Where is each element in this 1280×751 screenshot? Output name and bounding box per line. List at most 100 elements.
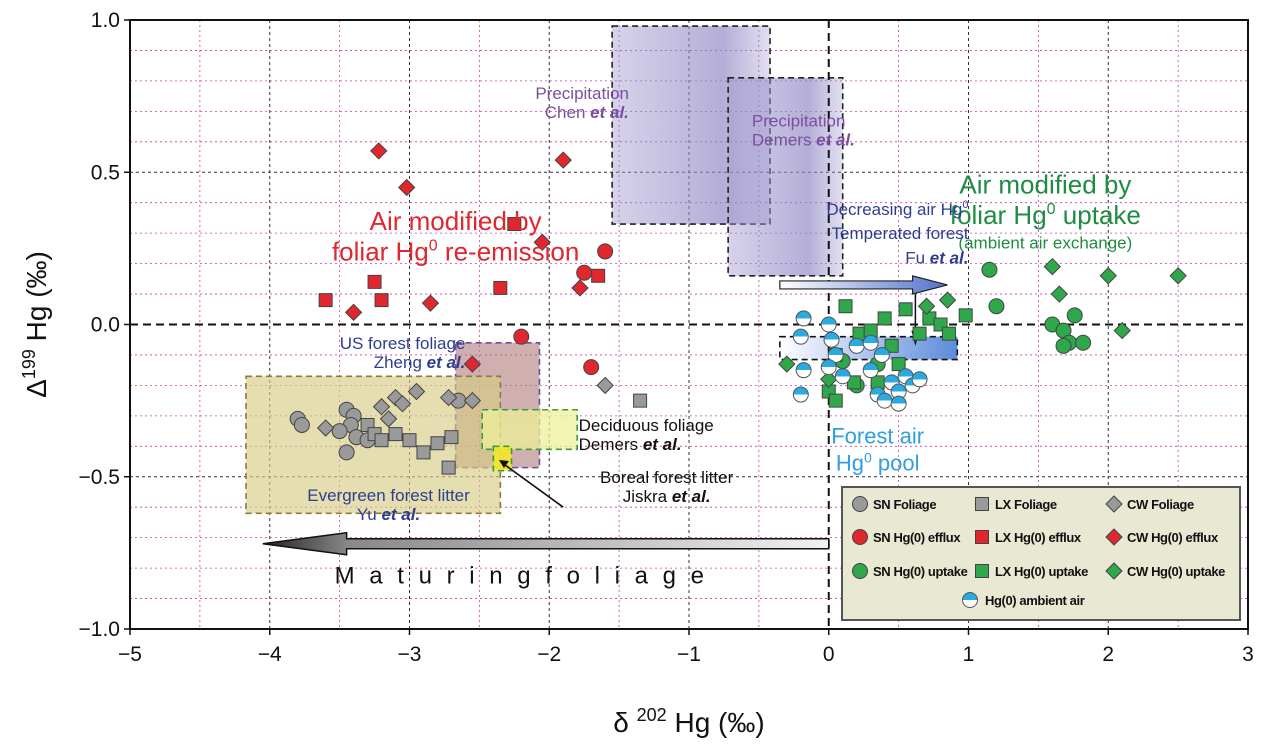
point-lx-hg-0-efflux xyxy=(591,268,606,283)
point-sn-hg-0-efflux xyxy=(852,529,868,545)
legend-item: SN Foliage xyxy=(852,496,937,512)
x-tick-label: −4 xyxy=(258,643,282,666)
uptake-line2: foliar Hg0 uptake xyxy=(950,200,1141,230)
point-hg-0-ambient-air xyxy=(890,395,907,412)
legend-label: CW Hg(0) efflux xyxy=(1127,530,1219,545)
region-boreal-ref: Jiskra et al. xyxy=(623,487,711,506)
point-lx-hg-0-uptake xyxy=(898,302,913,317)
point-sn-hg-0-efflux xyxy=(513,328,530,345)
x-tick-label: −3 xyxy=(398,643,422,666)
boreal-pointer-line xyxy=(504,463,564,508)
point-hg-0-ambient-air xyxy=(873,346,890,363)
region-demers-precip-label: Precipitation xyxy=(752,112,846,131)
point-cw-hg-0-efflux xyxy=(421,294,440,312)
point-sn-foliage xyxy=(331,423,348,440)
point-cw-foliage xyxy=(407,382,426,401)
legend-label: LX Foliage xyxy=(995,497,1057,512)
point-cw-hg-0-efflux xyxy=(370,142,388,160)
legend-item: LX Hg(0) efflux xyxy=(975,530,1082,545)
point-hg-0-ambient-air xyxy=(792,328,809,345)
point-lx-hg-0-efflux xyxy=(493,280,508,295)
point-hg-0-ambient-air xyxy=(820,316,837,333)
point-lx-foliage xyxy=(444,430,459,445)
legend-label: Hg(0) ambient air xyxy=(985,593,1085,608)
y-tick-label: −1.0 xyxy=(79,618,120,641)
legend-label: SN Hg(0) uptake xyxy=(873,564,968,579)
point-lx-hg-0-efflux xyxy=(975,530,989,544)
maturing-foliage-label: M a t u r i n g f o l i a g e xyxy=(335,562,708,589)
y-tick-label: −0.5 xyxy=(79,466,120,489)
x-axis-title: δ 202 Hg (‰) xyxy=(613,705,764,738)
point-lx-hg-0-uptake xyxy=(838,299,853,314)
region-deciduous-label: Deciduous foliage xyxy=(579,416,714,435)
point-cw-hg-0-uptake xyxy=(778,355,796,373)
point-lx-hg-0-efflux xyxy=(374,293,389,308)
point-hg-0-ambient-air xyxy=(823,331,840,348)
point-cw-foliage xyxy=(439,388,458,407)
point-sn-foliage xyxy=(293,416,310,433)
data-points xyxy=(289,142,1187,475)
point-cw-hg-0-uptake xyxy=(917,297,936,315)
point-hg-0-ambient-air xyxy=(876,392,893,409)
region-zheng-label: US forest foliage xyxy=(340,334,466,353)
x-tick-label: −1 xyxy=(677,643,701,666)
point-sn-hg-0-uptake xyxy=(981,261,998,278)
point-hg-0-ambient-air xyxy=(911,371,928,388)
point-cw-hg-0-efflux xyxy=(1105,528,1123,546)
re-emission-line1: Air modified by xyxy=(370,206,542,236)
legend-label: LX Hg(0) efflux xyxy=(995,530,1082,545)
boreal-pointer-head xyxy=(498,460,509,469)
point-cw-hg-0-uptake xyxy=(1050,285,1069,303)
point-lx-hg-0-efflux xyxy=(318,293,333,308)
legend-item: CW Foliage xyxy=(1105,495,1194,513)
point-lx-foliage xyxy=(975,497,989,511)
point-cw-hg-0-efflux xyxy=(533,233,551,251)
forest-air-line1: Forest air xyxy=(831,423,924,448)
point-lx-hg-0-uptake xyxy=(912,326,927,341)
uptake-line3: (ambient air exchange) xyxy=(958,233,1132,252)
point-lx-foliage xyxy=(402,433,417,448)
region-demers-precip-ref: Demers et al. xyxy=(752,131,855,150)
y-tick-label: 0.5 xyxy=(91,161,120,184)
legend-label: SN Foliage xyxy=(873,497,936,512)
region-1 xyxy=(727,77,844,277)
point-sn-hg-0-efflux xyxy=(597,243,614,260)
point-lx-hg-0-uptake xyxy=(975,564,989,578)
legend: SN Foliage LX Foliage CW Foliage SN Hg(0) e… xyxy=(841,486,1241,621)
point-hg-0-ambient-air xyxy=(962,592,978,608)
point-cw-hg-0-uptake xyxy=(1169,267,1187,285)
x-tick-label: 2 xyxy=(1102,643,1114,666)
point-lx-foliage xyxy=(416,445,431,460)
region-yu-label: Evergreen forest litter xyxy=(307,486,470,505)
point-sn-hg-0-uptake xyxy=(988,298,1005,315)
region-deciduous-ref: Demers et al. xyxy=(579,435,682,454)
axes: −5 −4 −3 −2 −1 0 1 2 3 1.0 0.5 0.0 −0.5 −1.0 δ 202 Hg … xyxy=(19,9,1254,738)
point-cw-hg-0-efflux xyxy=(571,279,589,297)
point-hg-0-ambient-air xyxy=(820,359,837,376)
point-cw-foliage xyxy=(596,376,614,395)
point-hg-0-ambient-air xyxy=(862,334,879,351)
point-hg-0-ambient-air xyxy=(795,310,812,327)
point-cw-hg-0-uptake xyxy=(1043,257,1062,276)
point-sn-hg-0-uptake xyxy=(1075,334,1092,351)
point-sn-hg-0-uptake xyxy=(1066,307,1083,324)
point-hg-0-ambient-air xyxy=(848,337,865,354)
legend-label: LX Hg(0) uptake xyxy=(995,564,1088,579)
point-hg-0-ambient-air xyxy=(827,346,844,363)
point-lx-hg-0-uptake xyxy=(941,326,956,341)
point-hg-0-ambient-air xyxy=(795,362,812,379)
x-tick-label: 3 xyxy=(1242,643,1254,666)
point-lx-hg-0-uptake xyxy=(891,357,906,372)
point-sn-foliage xyxy=(852,496,868,512)
legend-label: CW Foliage xyxy=(1127,497,1194,512)
point-hg-0-ambient-air xyxy=(792,386,809,403)
x-tick-label: −2 xyxy=(537,643,561,666)
y-tick-label: 0.0 xyxy=(91,314,120,337)
region-chen-label: Precipitation xyxy=(535,84,629,103)
re-emission-line2: foliar Hg0 re-emission xyxy=(332,237,579,267)
decreasing-line2: Temperated forest xyxy=(831,224,968,243)
uptake-line1: Air modified by xyxy=(959,170,1131,200)
point-cw-foliage xyxy=(393,394,412,413)
